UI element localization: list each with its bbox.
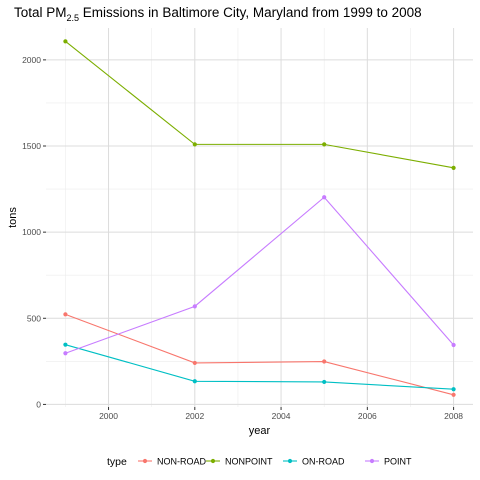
legend-label-on-road: ON-ROAD xyxy=(302,457,345,467)
x-tick-label: 2004 xyxy=(272,411,291,421)
data-point-nonpoint xyxy=(192,142,197,147)
legend: type NON-ROAD NONPOINT ON-ROAD POINT xyxy=(107,456,412,468)
legend-key-point-non-road xyxy=(142,458,148,464)
legend-label-point: POINT xyxy=(384,457,412,467)
data-point-non-road xyxy=(451,392,456,397)
legend-key-point-on-road xyxy=(287,458,293,464)
data-point-point xyxy=(63,351,68,356)
data-point-point xyxy=(322,195,327,200)
data-point-nonpoint xyxy=(451,165,456,170)
y-tick-label: 500 xyxy=(27,313,41,323)
series-layer xyxy=(63,39,456,397)
data-point-nonpoint xyxy=(322,142,327,147)
x-tick-label: 2002 xyxy=(185,411,204,421)
legend-key-point-point xyxy=(369,458,375,464)
x-tick-label: 2006 xyxy=(358,411,377,421)
series-line-nonpoint xyxy=(65,40,454,169)
series-line-non-road xyxy=(65,313,454,396)
x-tick-label: 2008 xyxy=(444,411,463,421)
data-point-point xyxy=(451,342,456,348)
y-axis-title: tons xyxy=(7,207,19,228)
y-tick-label: 2000 xyxy=(22,55,41,65)
legend-key-point-nonpoint xyxy=(210,458,216,464)
plot-panel xyxy=(46,28,473,407)
y-tick-label: 1500 xyxy=(22,141,41,151)
y-tick-label: 0 xyxy=(36,399,41,409)
y-axis-ticks: 0 500 1000 1500 2000 xyxy=(22,55,46,409)
data-point-non-road xyxy=(192,360,197,366)
chart-title-subscript: 2.5 xyxy=(67,13,80,23)
data-point-non-road xyxy=(322,359,327,364)
data-point-on-road xyxy=(192,379,197,384)
series-line-point xyxy=(65,196,455,354)
data-point-on-road xyxy=(322,379,327,385)
x-axis-ticks: 2000 2002 2004 2006 2008 xyxy=(99,407,463,421)
data-point-nonpoint xyxy=(63,39,68,44)
chart-title-rest: Emissions in Baltimore City, Maryland fr… xyxy=(79,5,422,20)
series-line-on-road xyxy=(65,344,454,390)
legend-label-non-road: NON-ROAD xyxy=(157,457,206,467)
data-point-on-road xyxy=(63,342,68,347)
data-point-point xyxy=(192,304,197,309)
legend-label-nonpoint: NONPOINT xyxy=(225,457,273,467)
chart-title: Total PM2.5 Emissions in Baltimore City,… xyxy=(14,5,422,23)
data-point-on-road xyxy=(451,387,456,392)
data-point-non-road xyxy=(63,312,68,317)
legend-title: type xyxy=(107,456,127,468)
y-tick-label: 1000 xyxy=(22,227,41,237)
chart-title-main: Total PM xyxy=(14,5,67,20)
minor-gridlines xyxy=(46,28,473,407)
x-axis-title: year xyxy=(249,425,271,437)
x-tick-label: 2000 xyxy=(99,411,118,421)
